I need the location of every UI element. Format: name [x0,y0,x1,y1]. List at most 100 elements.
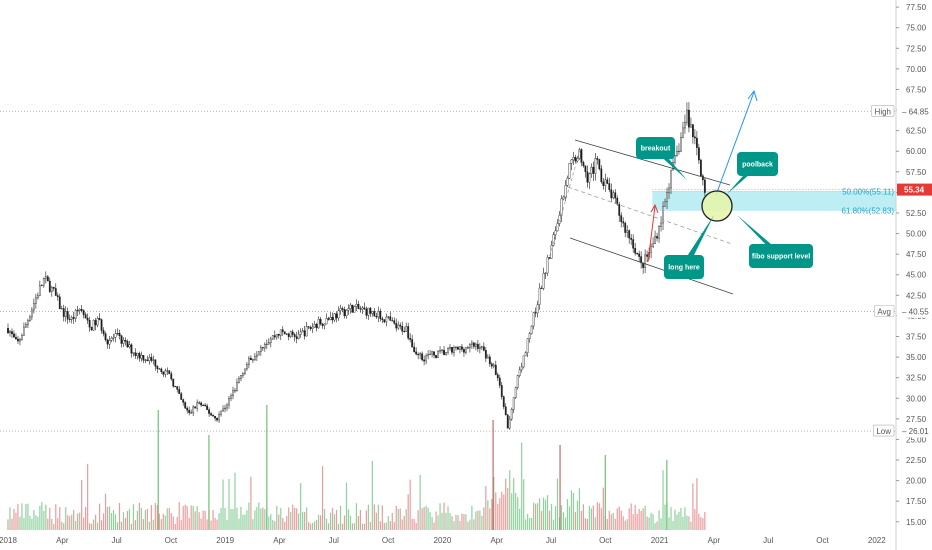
volume-bar [473,519,475,530]
candle-body [9,331,11,334]
candle-body [104,333,107,341]
volume-bar [126,511,129,530]
candle-body [255,354,258,357]
candle-body [106,339,109,345]
candle-body [383,319,386,323]
candle-body [566,177,569,186]
volume-bar [274,521,276,530]
candle-body [341,308,344,310]
candle-body [550,245,553,259]
price-tick-label: 27.50 [906,415,927,424]
volume-bar [260,508,262,530]
volume-bar [218,513,220,530]
time-tick-label: 2021 [651,536,669,545]
volume-bar [39,505,41,530]
volume-bar [417,510,419,530]
candle-body [92,320,95,331]
candle-body [498,377,501,386]
low-value-label: – 26.01 [902,427,929,436]
price-tick-label: 67.50 [906,85,927,94]
candle-body [387,316,390,318]
volume-bar [644,505,646,530]
volume-bar [519,508,521,530]
volume-bar [323,508,326,530]
long-here-callout-box [664,255,704,279]
candle-body [279,329,282,336]
volume-bar [375,512,377,530]
candle-body [200,402,203,406]
candle-body [130,344,133,354]
volume-bar [662,470,664,530]
candle-body [204,404,207,407]
candle-body [7,328,9,334]
volume-bar [686,515,688,530]
volume-bar [27,503,29,530]
candle-body [584,165,587,173]
candle-body [580,149,583,163]
candle-body [164,370,167,375]
volume-bar [642,508,644,530]
candle-body [429,353,431,355]
volume-bar [95,514,97,530]
volume-bar [206,519,208,530]
candle-body [242,373,244,376]
volume-bar [576,500,579,530]
candle-body [606,179,609,184]
volume-bar [469,519,471,530]
volume-bars [7,405,706,530]
volume-spike [266,405,268,530]
candle-body [512,397,515,410]
volume-bar [654,523,656,530]
candle-body [248,357,250,365]
volume-bar [606,519,608,530]
candle-body [399,324,402,327]
candle-body [23,326,25,336]
candle-body [244,368,246,374]
projection-arrow-line [715,91,755,196]
candle-body [90,326,93,331]
time-tick-label: Apr [708,536,721,545]
volume-bar [63,523,65,530]
volume-bar [81,480,83,530]
volume-bar [216,519,218,530]
volume-bar [310,523,312,530]
volume-bar [409,479,411,530]
volume-bar [230,509,232,530]
price-tick-label: 42.50 [906,291,927,300]
volume-bar [439,503,441,530]
volume-bar [200,518,202,530]
volume-bar [258,502,260,530]
volume-bar [112,510,115,530]
candle-body [42,278,45,286]
candle-body [50,287,53,292]
candle-body [640,256,643,264]
candle-body [96,318,99,326]
volume-bar [656,521,658,530]
candlestick-series [7,102,706,431]
candle-body [540,287,543,289]
price-tick-label: 77.50 [906,3,927,12]
volume-bar [513,478,515,530]
volume-bar [162,513,164,530]
volume-bar [614,518,616,530]
volume-bar [168,508,170,530]
candle-body [277,333,280,336]
volume-bar [608,510,610,530]
candle-body [592,166,595,174]
candle-body [184,402,187,409]
candle-body [391,320,394,322]
candle-body [614,192,617,199]
volume-bar [192,505,194,530]
candle-body [469,344,471,348]
candle-body [349,304,352,309]
candle-body [644,254,647,268]
volume-bar [353,523,356,530]
volume-bar [459,520,461,530]
candle-body [36,295,39,298]
avg-tag-label: Avg [877,307,891,316]
volume-bar [624,520,626,530]
candle-body [510,408,513,420]
candle-body [78,308,81,312]
volume-bar [590,508,592,530]
price-tick-label: 62.50 [906,127,927,136]
